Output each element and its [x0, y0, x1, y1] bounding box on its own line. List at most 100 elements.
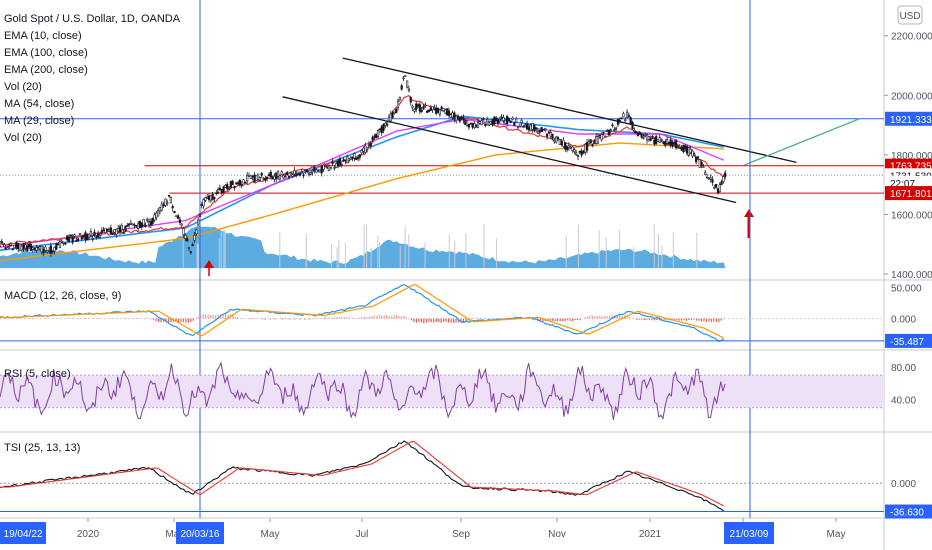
- candle-body: [547, 131, 551, 134]
- candle-body: [684, 145, 687, 149]
- candle-body: [589, 139, 592, 144]
- candle-body: [395, 108, 398, 113]
- candle-body: [662, 142, 665, 145]
- candle-body: [387, 117, 391, 122]
- candle-body: [276, 171, 280, 177]
- candle-body: [104, 228, 107, 233]
- candle-body: [673, 142, 676, 145]
- candle-body: [458, 117, 461, 122]
- candle-body: [422, 106, 425, 110]
- legend-entry: Vol (20): [4, 132, 42, 144]
- candle-body: [146, 219, 149, 221]
- candle-body: [491, 119, 494, 126]
- candle-body: [51, 250, 54, 253]
- macd-y-tick-label: 0.000: [891, 315, 916, 326]
- macd-y-tick-label: 50.000: [891, 283, 922, 294]
- price-tag-label: 1671.801: [890, 189, 932, 200]
- candle-body: [484, 123, 487, 126]
- candle-body: [575, 152, 578, 155]
- candle-body: [633, 130, 636, 132]
- candle-body: [204, 197, 207, 201]
- candle-body: [7, 245, 11, 248]
- candle-body: [691, 150, 694, 157]
- candle-body: [480, 120, 483, 126]
- candle-body: [709, 177, 712, 180]
- candle-body: [495, 117, 498, 121]
- candle-body: [687, 147, 690, 156]
- candle-body: [451, 112, 454, 118]
- candle-body: [629, 117, 632, 124]
- candle-body: [280, 171, 283, 175]
- candle-body: [209, 195, 212, 201]
- candle-body: [502, 117, 505, 122]
- candle-body: [486, 118, 489, 126]
- candle-body: [162, 204, 165, 207]
- candle-body: [55, 243, 58, 250]
- candle-body: [409, 97, 412, 103]
- candle-body: [138, 221, 142, 228]
- candle-body: [584, 143, 587, 153]
- candle-body: [324, 165, 327, 167]
- candle-body: [160, 203, 163, 211]
- candle-body: [635, 131, 638, 134]
- candle-body: [700, 161, 703, 166]
- candle-body: [4, 247, 7, 250]
- candle-body: [178, 219, 182, 223]
- date-highlight-label: 19/04/22: [4, 529, 43, 540]
- candle-body: [240, 184, 243, 186]
- x-tick-label: Nov: [548, 529, 566, 540]
- candle-body: [435, 107, 438, 114]
- candle-body: [344, 159, 347, 162]
- candle-body: [667, 141, 670, 145]
- date-highlight-label: 20/03/16: [181, 529, 220, 540]
- candle-body: [275, 172, 278, 180]
- candle-body: [680, 147, 683, 151]
- candle-body: [298, 173, 301, 176]
- candle-body: [338, 158, 341, 166]
- candle-body: [87, 233, 91, 238]
- candle-body: [655, 136, 658, 144]
- candle-body: [676, 145, 680, 147]
- candle-body: [456, 115, 460, 120]
- candle-body: [533, 124, 536, 132]
- candle-body: [291, 174, 294, 177]
- candle-body: [127, 223, 131, 226]
- candle-body: [366, 147, 369, 151]
- date-highlight-bg: [0, 522, 46, 544]
- candle-body: [524, 124, 527, 127]
- candle-body: [147, 221, 151, 226]
- macd-title: MACD (12, 26, close, 9): [4, 290, 121, 302]
- candle-body: [391, 112, 394, 119]
- candle-body: [231, 180, 234, 186]
- legend-entry: Gold Spot / U.S. Dollar, 1D, OANDA: [4, 13, 181, 25]
- candle-body: [506, 116, 509, 125]
- x-tick-label: May: [827, 529, 846, 540]
- candle-body: [367, 143, 371, 146]
- candle-body: [600, 134, 603, 141]
- candle-body: [24, 244, 27, 249]
- candle-body: [331, 161, 334, 164]
- candle-body: [169, 197, 172, 204]
- y-tick-label: 1600.000: [891, 210, 932, 221]
- candle-body: [651, 135, 654, 139]
- candle-body: [255, 175, 258, 181]
- candle-body: [347, 157, 351, 161]
- candle-body: [226, 184, 229, 190]
- x-tick-label: 2021: [639, 529, 662, 540]
- candle-body: [520, 119, 523, 124]
- candle-body: [442, 108, 445, 111]
- candle-body: [15, 242, 18, 248]
- currency-button-label[interactable]: USD: [899, 11, 920, 22]
- candle-body: [62, 242, 65, 244]
- candle-body: [153, 214, 156, 221]
- candle-body: [591, 143, 594, 147]
- candle-body: [164, 198, 167, 206]
- candle-body: [264, 178, 267, 181]
- candle-body: [224, 184, 227, 188]
- rsi-band: [0, 375, 884, 408]
- candle-body: [567, 145, 570, 148]
- date-highlight-bg: [176, 522, 224, 544]
- candle-body: [713, 186, 716, 189]
